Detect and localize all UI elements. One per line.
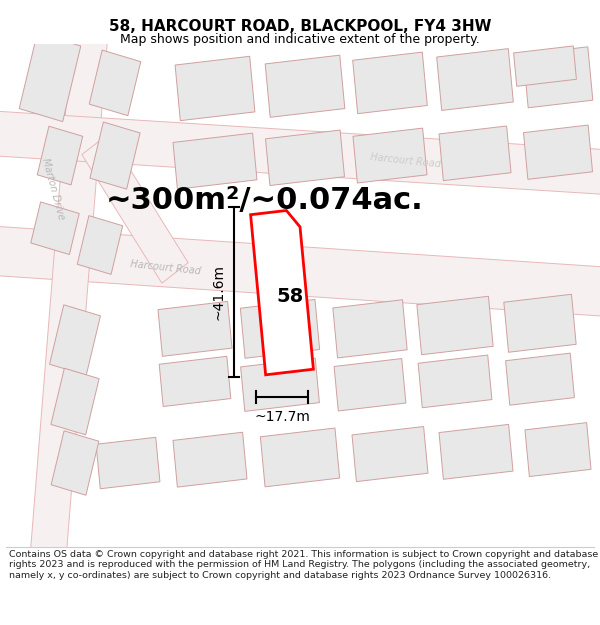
Polygon shape bbox=[159, 356, 231, 406]
Polygon shape bbox=[334, 359, 406, 411]
Text: Map shows position and indicative extent of the property.: Map shows position and indicative extent… bbox=[120, 34, 480, 46]
Polygon shape bbox=[504, 294, 576, 352]
Polygon shape bbox=[89, 50, 141, 116]
Polygon shape bbox=[266, 130, 344, 186]
Text: 58: 58 bbox=[277, 287, 304, 306]
Text: ~300m²/~0.074ac.: ~300m²/~0.074ac. bbox=[106, 186, 424, 215]
Polygon shape bbox=[439, 424, 513, 479]
Polygon shape bbox=[523, 125, 593, 179]
Polygon shape bbox=[523, 47, 593, 108]
Polygon shape bbox=[37, 126, 83, 185]
Text: Contains OS data © Crown copyright and database right 2021. This information is : Contains OS data © Crown copyright and d… bbox=[9, 550, 598, 580]
Text: Marton Drive: Marton Drive bbox=[40, 157, 66, 221]
Text: Harcourt Road: Harcourt Road bbox=[130, 259, 202, 276]
Polygon shape bbox=[241, 358, 319, 411]
Polygon shape bbox=[50, 305, 100, 375]
Polygon shape bbox=[31, 202, 79, 254]
Polygon shape bbox=[353, 128, 427, 183]
Polygon shape bbox=[51, 368, 99, 435]
Polygon shape bbox=[352, 426, 428, 482]
Polygon shape bbox=[158, 301, 232, 356]
Polygon shape bbox=[0, 226, 600, 316]
Text: Harcourt Road: Harcourt Road bbox=[370, 152, 442, 170]
Text: 58, HARCOURT ROAD, BLACKPOOL, FY4 3HW: 58, HARCOURT ROAD, BLACKPOOL, FY4 3HW bbox=[109, 19, 491, 34]
Polygon shape bbox=[90, 122, 140, 189]
Polygon shape bbox=[265, 55, 345, 118]
Polygon shape bbox=[260, 428, 340, 487]
Polygon shape bbox=[0, 111, 600, 194]
Polygon shape bbox=[251, 211, 313, 375]
Polygon shape bbox=[506, 353, 574, 405]
Text: ~41.6m: ~41.6m bbox=[211, 264, 225, 320]
Polygon shape bbox=[82, 134, 188, 283]
Text: ~17.7m: ~17.7m bbox=[254, 411, 310, 424]
Polygon shape bbox=[525, 422, 591, 477]
Polygon shape bbox=[173, 133, 257, 189]
Polygon shape bbox=[241, 299, 320, 358]
Polygon shape bbox=[30, 31, 108, 560]
Polygon shape bbox=[353, 52, 427, 114]
Polygon shape bbox=[333, 300, 407, 358]
Polygon shape bbox=[439, 126, 511, 181]
Polygon shape bbox=[19, 33, 81, 122]
Polygon shape bbox=[96, 438, 160, 489]
Polygon shape bbox=[514, 46, 577, 86]
Polygon shape bbox=[175, 56, 255, 121]
Polygon shape bbox=[51, 431, 99, 495]
Polygon shape bbox=[77, 216, 123, 274]
Polygon shape bbox=[437, 49, 514, 111]
Polygon shape bbox=[173, 432, 247, 487]
Polygon shape bbox=[417, 296, 493, 355]
Polygon shape bbox=[418, 355, 492, 408]
